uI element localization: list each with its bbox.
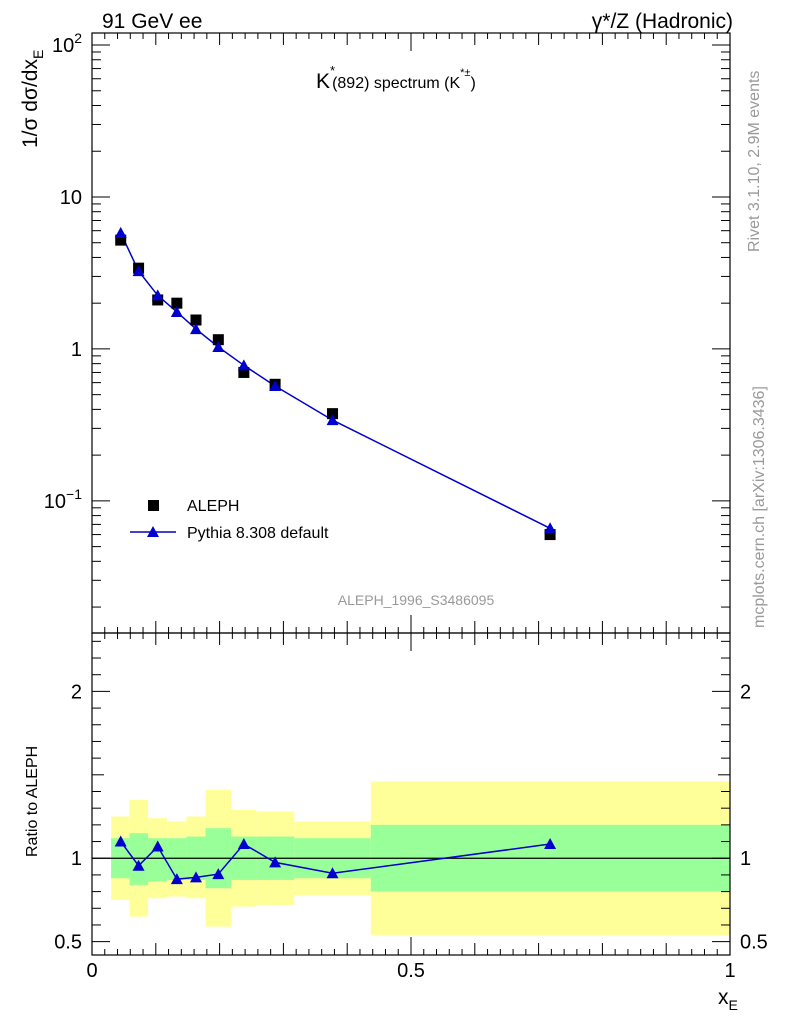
- x-tick-label: 0.5: [397, 960, 425, 982]
- main-line-pythia: [120, 232, 551, 529]
- ratio-data-point: [237, 838, 250, 850]
- aleph-data-point: [190, 314, 202, 326]
- rivet-label: Rivet 3.1.10, 2.9M events: [746, 71, 763, 252]
- ratio-y-tick-label-left: 2: [71, 681, 82, 703]
- ratio-data-point: [132, 859, 145, 871]
- main-y-tick-label-base: 10: [44, 491, 66, 513]
- header-left: 91 GeV ee: [102, 10, 202, 33]
- main-axis-ticks: [91, 33, 731, 633]
- main-y-tick-label: 10−1: [44, 486, 82, 513]
- pythia-data-point: [544, 522, 557, 534]
- analysis-watermark: ALEPH_1996_S3486095: [338, 592, 495, 608]
- x-tick-label: 0: [86, 960, 97, 982]
- ratio-data-point: [170, 873, 183, 885]
- aleph-data-point: [212, 334, 224, 346]
- legend-label-pythia: Pythia 8.308 default: [187, 525, 329, 542]
- ratio-inner-band: [129, 833, 149, 885]
- mcplots-label: mcplots.cern.ch [arXiv:1306.3436]: [751, 386, 768, 628]
- aleph-data-point: [115, 234, 127, 246]
- ratio-series-line: [120, 841, 551, 880]
- pythia-data-point: [170, 305, 183, 317]
- pythia-data-point: [326, 414, 339, 426]
- main-data-marks: [114, 226, 557, 541]
- ratio-tick-labels: 0.5 0.51 12 20 0.5 1: [54, 681, 768, 982]
- legend: ALEPH Pythia 8.308 default: [130, 498, 329, 542]
- pythia-data-point: [151, 289, 164, 301]
- ratio-line-pythia: [120, 841, 551, 880]
- main-y-tick-label-exp: −1: [66, 486, 82, 502]
- ratio-y-axis-label: Ratio to ALEPH: [24, 746, 41, 857]
- pythia-data-point: [114, 226, 127, 238]
- main-y-tick-label: 102: [52, 30, 82, 57]
- ratio-data-point: [212, 868, 225, 880]
- legend-marker-aleph: [148, 500, 159, 511]
- pythia-data-point: [212, 340, 225, 352]
- main-series-lines: [120, 232, 551, 529]
- legend-label-aleph: ALEPH: [187, 498, 239, 515]
- aleph-data-point: [544, 529, 556, 541]
- legend-marker-pythia: [147, 526, 159, 537]
- pythia-data-point: [237, 359, 250, 371]
- aleph-data-point: [327, 408, 339, 420]
- ratio-data-marks: [114, 835, 557, 885]
- ratio-y-tick-label-right: 2: [740, 681, 751, 703]
- ratio-y-tick-label-right: 1: [740, 848, 751, 870]
- ratio-data-point: [326, 867, 339, 879]
- ratio-axis-ticks: [91, 633, 731, 955]
- main-y-axis-label: 1/σ dσ/dxE: [19, 50, 46, 148]
- ratio-data-point: [189, 871, 202, 883]
- header-right: γ*/Z (Hadronic): [592, 10, 733, 33]
- ratio-y-tick-label-left: 1: [71, 848, 82, 870]
- ratio-y-tick-label-right: 0.5: [740, 932, 768, 954]
- ratio-inner-band: [148, 838, 168, 882]
- main-y-tick-label-exp: 2: [74, 30, 82, 46]
- ratio-data-point: [269, 856, 282, 868]
- ratio-data-point: [114, 835, 127, 847]
- main-frame: [91, 32, 731, 634]
- main-y-tick-label: 10: [60, 187, 82, 209]
- pythia-data-point: [132, 265, 145, 277]
- ratio-data-point: [151, 840, 164, 852]
- main-y-tick-label-base: 10: [52, 35, 74, 57]
- main-y-tick-label: 1: [71, 339, 82, 361]
- pythia-data-point: [189, 323, 202, 335]
- x-axis-label: xE: [718, 986, 738, 1013]
- aleph-data-point: [171, 297, 183, 309]
- aleph-data-point: [238, 366, 250, 378]
- ratio-data-point: [544, 838, 557, 850]
- x-tick-label: 1: [724, 960, 735, 982]
- ratio-y-tick-label-left: 0.5: [54, 932, 82, 954]
- pythia-data-point: [269, 380, 282, 392]
- ratio-panel: 0.5 0.51 12 20 0.5 1 Ratio to ALEPH xE: [24, 632, 768, 1013]
- main-title: K* (892) spectrum (K*±): [316, 63, 476, 93]
